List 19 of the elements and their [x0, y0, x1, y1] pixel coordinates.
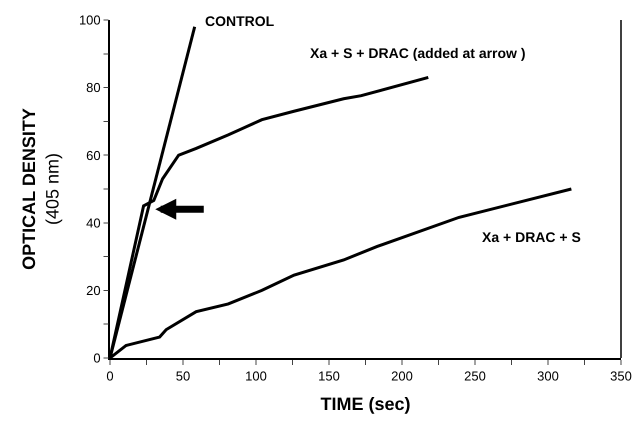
x-tick-label: 300 — [537, 368, 559, 384]
x-tick-label: 350 — [610, 368, 632, 384]
series-label: Xa + DRAC + S — [482, 229, 581, 245]
x-tick-label: 100 — [245, 368, 267, 384]
y-tick-label: 0 — [93, 350, 101, 366]
y-tick-label: 20 — [86, 282, 101, 298]
x-axis-title: TIME (sec) — [320, 394, 411, 414]
y-tick-label: 100 — [78, 12, 101, 28]
y-tick-label: 80 — [86, 80, 101, 96]
x-tick-label: 250 — [464, 368, 486, 384]
series-label: Xa + S + DRAC (added at arrow ) — [310, 45, 526, 61]
x-tick-label: 50 — [176, 368, 190, 384]
series-label: CONTROL — [205, 13, 275, 29]
y-tick-label: 60 — [86, 148, 101, 163]
y-axis-title: OPTICAL DENSITY (405 nm) — [19, 108, 63, 270]
x-tick-label: 0 — [106, 368, 114, 384]
x-tick-label: 150 — [318, 368, 340, 384]
y-tick-label: 40 — [86, 215, 101, 230]
x-tick-label: 200 — [391, 368, 413, 384]
